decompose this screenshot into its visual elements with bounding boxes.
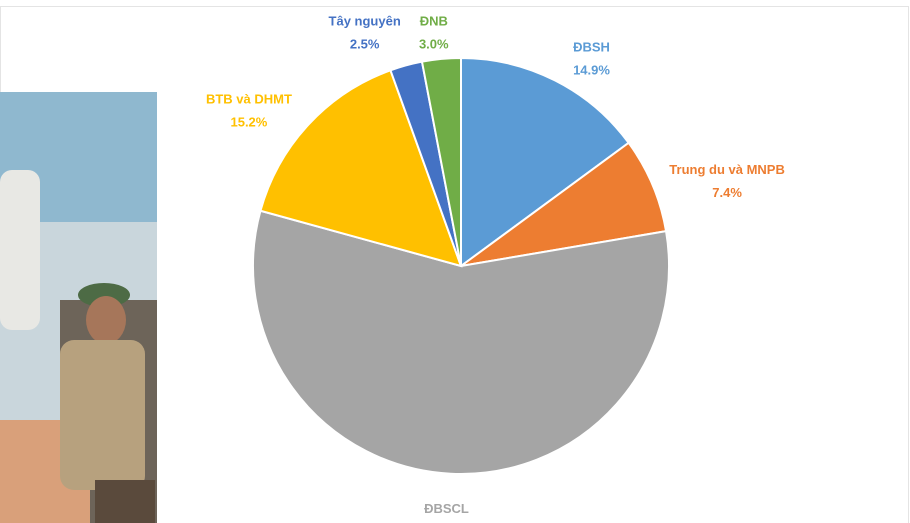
slice-value-label: 3.0% — [419, 36, 449, 51]
photo-pants — [95, 480, 155, 523]
pie-slice — [460, 56, 631, 268]
slice-value-label: 2.5% — [350, 36, 380, 51]
slice-name: BTB và DHMT — [206, 92, 292, 107]
slice-name: ĐBSH — [573, 40, 610, 55]
pie-slice — [252, 209, 670, 475]
photo-shirt — [60, 340, 145, 490]
slice-name: Tây nguyên — [329, 13, 401, 28]
slice-name: ĐNB — [420, 13, 448, 28]
pie-slice — [420, 56, 462, 267]
photo-rice-bags — [0, 170, 40, 330]
slice-value-label: 7.4% — [712, 185, 742, 200]
pie-slice — [460, 141, 668, 267]
pie-slice — [259, 69, 463, 268]
photo — [0, 92, 157, 523]
slice-value-label: 14.9% — [573, 63, 610, 78]
slice-name: Trung du và MNPB — [669, 162, 785, 177]
slice-value-label: 15.2% — [230, 115, 267, 130]
slice-name: ĐBSCL — [424, 501, 469, 516]
photo-face — [86, 296, 126, 344]
